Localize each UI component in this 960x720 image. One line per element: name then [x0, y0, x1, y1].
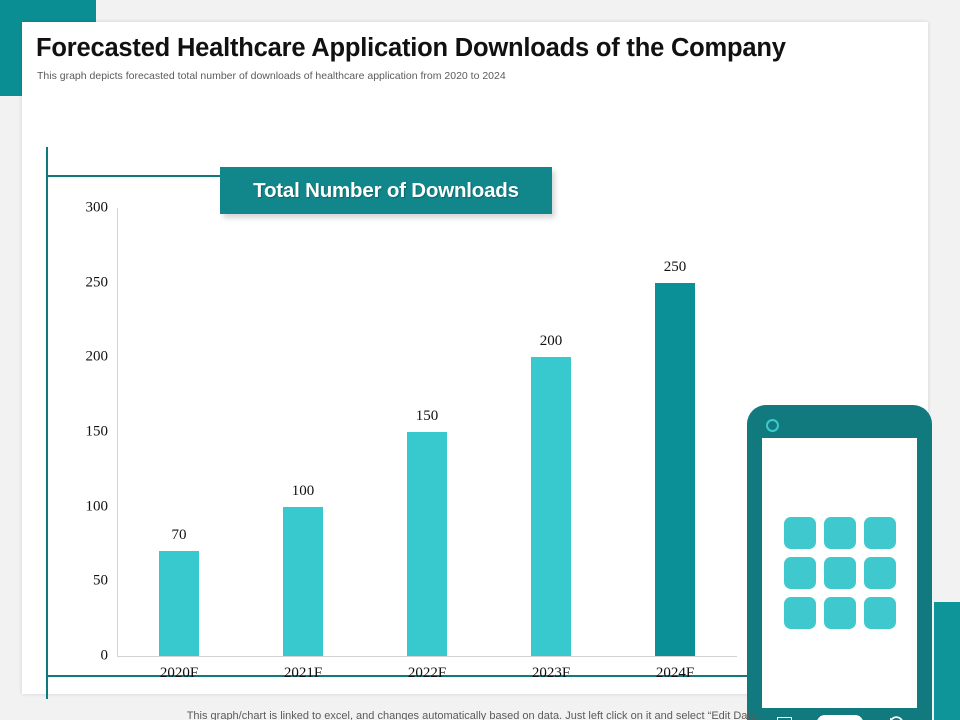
y-axis-tick-label: 100: [85, 498, 109, 515]
app-icon: [783, 597, 816, 629]
home-pill-icon: [816, 715, 863, 720]
camera-circle-icon: [766, 419, 779, 432]
y-axis-tick-label: 150: [85, 423, 109, 440]
x-axis-tick-label: 2022F: [407, 665, 447, 681]
x-axis-tick-label: 2023F: [531, 665, 571, 681]
footer-note: This graph/chart is linked to excel, and…: [186, 710, 764, 720]
decorative-vertical-rule: [46, 147, 48, 699]
y-axis-tick-label: 300: [85, 199, 109, 216]
bar[interactable]: 250: [655, 259, 695, 656]
bar-value-label: 250: [663, 258, 687, 275]
accent-bottom-right: [934, 602, 960, 720]
app-icon: [783, 517, 816, 549]
bar[interactable]: 100: [283, 483, 323, 656]
page-title: Forecasted Healthcare Application Downlo…: [36, 34, 786, 62]
recents-squares-icon: [777, 717, 792, 720]
x-axis-tick-label: 2020F: [159, 665, 199, 681]
bar-group: 250 2024F: [613, 208, 737, 681]
slide-card: Forecasted Healthcare Application Downlo…: [22, 22, 932, 720]
x-axis-tick-label: 2024F: [655, 665, 695, 681]
phone-nav-bar: [747, 710, 932, 720]
app-icon: [863, 517, 896, 549]
back-arrow-icon: [886, 714, 906, 720]
phone-screen: [762, 438, 917, 708]
y-axis-tick-label: 250: [85, 274, 109, 291]
plot-area: 300 250 200 150 100 50 0 70 2020F 100 2021F 150 2022…: [86, 200, 737, 681]
y-axis-line: [117, 208, 118, 657]
bar-group: 150 2022F: [365, 208, 489, 681]
accent-top-left-vertical: [0, 0, 22, 96]
page-subtitle: This graph depicts forecasted total numb…: [37, 70, 506, 82]
app-icon: [783, 557, 816, 589]
accent-top-left-horizontal: [0, 0, 96, 22]
app-icon: [863, 597, 896, 629]
decorative-horizontal-rule: [46, 675, 898, 677]
app-icon: [823, 597, 856, 629]
phone-illustration: [747, 405, 932, 720]
bar-value-label: 200: [539, 333, 563, 350]
x-axis-baseline: [117, 656, 737, 657]
app-icon: [823, 517, 856, 549]
y-axis-tick-label: 200: [85, 348, 109, 365]
bar-value-label: 70: [171, 527, 187, 544]
y-axis-tick-label: 50: [93, 572, 108, 589]
app-icon-grid: [783, 517, 896, 629]
bar-group: 70 2020F: [117, 208, 241, 681]
bar-group: 100 2021F: [241, 208, 365, 681]
app-icon: [863, 557, 896, 589]
chart-container: Total Number of Downloads 300 250 200 150 10…: [22, 122, 932, 720]
bar[interactable]: 70: [159, 527, 199, 656]
bar-group: 200 2023F: [489, 208, 613, 681]
bar[interactable]: 150: [407, 408, 447, 656]
y-axis-tick-label: 0: [100, 647, 109, 664]
x-axis-tick-label: 2021F: [283, 665, 323, 681]
bar-value-label: 100: [291, 482, 315, 499]
decorative-legend-rule: [46, 175, 226, 177]
bar-value-label: 150: [415, 408, 439, 424]
chart-legend-label: Total Number of Downloads: [253, 178, 519, 202]
app-icon: [823, 557, 856, 589]
bar[interactable]: 200: [531, 333, 571, 656]
chart-legend-badge: Total Number of Downloads: [220, 167, 552, 214]
